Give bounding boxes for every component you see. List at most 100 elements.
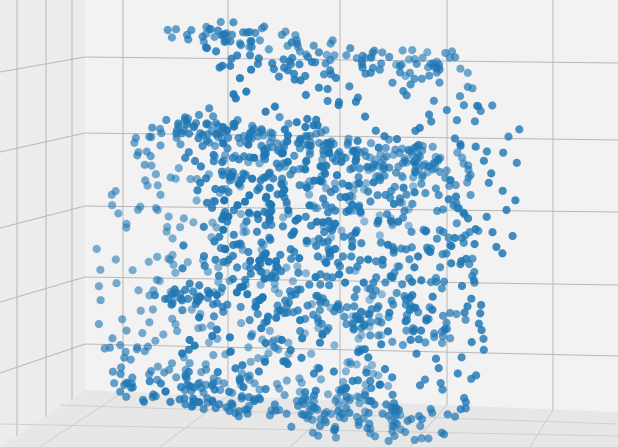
scatter-point xyxy=(151,170,160,179)
scatter-point xyxy=(295,181,304,190)
scatter-point xyxy=(357,239,366,248)
scatter-point xyxy=(330,179,339,188)
scatter-point xyxy=(425,71,434,80)
scatter-point xyxy=(369,160,378,169)
scatter-point xyxy=(261,385,270,394)
scatter-point xyxy=(226,61,235,70)
scatter-point xyxy=(287,38,296,47)
scatter-point xyxy=(367,384,376,393)
scatter-point xyxy=(362,368,371,377)
scatter-point xyxy=(215,63,224,72)
scatter-point xyxy=(432,234,442,243)
scatter-point xyxy=(292,118,301,127)
scatter-point xyxy=(148,305,157,314)
scatter-point xyxy=(277,335,286,345)
scatter-point xyxy=(217,185,227,194)
scatter-point xyxy=(351,228,360,237)
scatter-point xyxy=(260,274,269,283)
scatter-point xyxy=(251,302,260,311)
scatter-point xyxy=(122,326,131,335)
scatter-point xyxy=(164,212,173,221)
scatter-point xyxy=(312,217,321,226)
scatter-point xyxy=(270,102,279,111)
scatter-point xyxy=(389,199,398,209)
scatter-point xyxy=(408,46,417,55)
scatter-point xyxy=(301,212,310,221)
scatter-point xyxy=(244,343,253,352)
scatter-point xyxy=(128,373,137,382)
scatter-point xyxy=(197,383,206,393)
scatter-point xyxy=(194,110,204,120)
scatter-point xyxy=(280,391,289,400)
scatter-point xyxy=(195,313,204,322)
scatter-point xyxy=(456,141,465,151)
scatter-point xyxy=(323,208,333,217)
scatter-point xyxy=(288,53,297,63)
grid-left-h4 xyxy=(0,276,86,303)
scatter-point xyxy=(275,113,284,122)
scatter-point xyxy=(265,214,274,223)
scatter-point xyxy=(289,166,298,175)
scatter-point xyxy=(156,190,165,199)
scatter-point xyxy=(270,400,279,409)
scatter-point xyxy=(380,132,389,141)
scatter-point xyxy=(293,262,302,271)
scatter-point xyxy=(343,138,352,147)
scatter-point xyxy=(434,155,443,164)
scatter-point xyxy=(382,152,391,161)
scatter-point xyxy=(219,139,228,148)
scatter-point xyxy=(343,303,352,312)
scatter-point xyxy=(321,418,330,427)
scatter-point xyxy=(246,357,255,366)
scatter-point xyxy=(446,176,455,185)
grid-left-h2 xyxy=(0,132,86,153)
scatter-point xyxy=(144,257,153,266)
scatter-point xyxy=(441,48,450,58)
scatter-point xyxy=(356,315,365,324)
scatter-point xyxy=(202,120,211,129)
scatter-point xyxy=(183,30,192,39)
scatter-point xyxy=(226,347,235,356)
scatter-point xyxy=(151,336,160,345)
scatter-point xyxy=(371,432,380,441)
scatter-point xyxy=(388,78,397,87)
scatter-point xyxy=(231,364,240,373)
scatter-point xyxy=(228,274,237,284)
scatter-point xyxy=(277,267,286,276)
scatter-point xyxy=(171,25,181,34)
scatter-point xyxy=(421,189,430,198)
scatter-point xyxy=(358,51,367,60)
scatter-point xyxy=(479,345,488,354)
scatter-point xyxy=(167,300,176,309)
scatter-point xyxy=(427,117,436,126)
scatter-point xyxy=(295,254,304,263)
scatter-point xyxy=(183,118,192,127)
scatter-point xyxy=(419,225,428,234)
scatter-point xyxy=(301,90,310,100)
scatter-point xyxy=(225,333,234,342)
scatter-point xyxy=(208,331,217,341)
scatter-point xyxy=(341,193,350,202)
scatter-point xyxy=(334,400,343,409)
scatter-point xyxy=(227,30,237,39)
scatter-point xyxy=(145,377,154,386)
scatter-point xyxy=(451,192,461,201)
scatter-point xyxy=(321,59,330,68)
scatter-point xyxy=(152,275,161,284)
scatter-point xyxy=(280,193,289,202)
scatter-point xyxy=(440,325,449,334)
scatter-point xyxy=(126,355,135,364)
scatter-point xyxy=(192,196,201,205)
scatter-point xyxy=(415,123,424,132)
scatter-point xyxy=(404,221,413,230)
scatter-point xyxy=(471,225,480,234)
scatter-point xyxy=(446,334,455,343)
scatter-point xyxy=(120,353,129,362)
scatter-point xyxy=(479,334,488,343)
scatter-point xyxy=(366,197,375,206)
scatter-point xyxy=(153,252,162,261)
scatter-point xyxy=(240,197,250,206)
scatter-point xyxy=(114,209,123,218)
scatter-point xyxy=(499,148,508,157)
